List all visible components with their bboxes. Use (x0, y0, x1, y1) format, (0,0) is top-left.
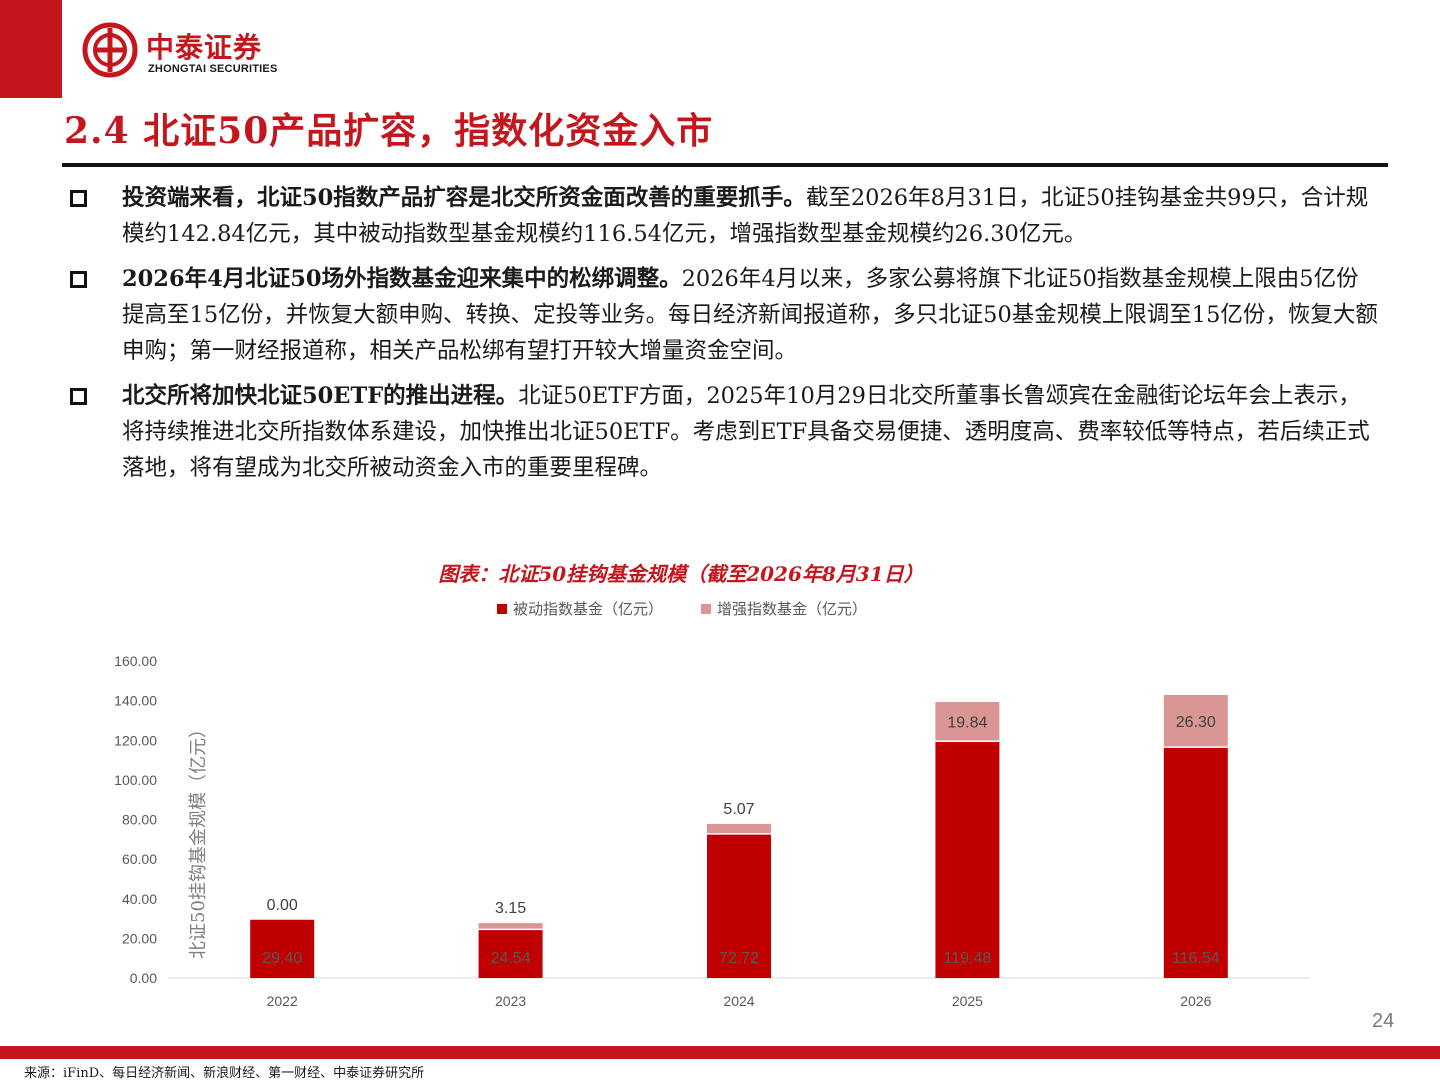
bar-passive (707, 833, 771, 978)
bullet-body: 2026年4月以来，多家公募将旗下北证50指数基金规模上限由5亿份提高至15亿份… (122, 266, 1378, 364)
bar-passive (935, 741, 1000, 978)
bar-enhanced (707, 823, 771, 834)
title-divider (62, 163, 1388, 167)
data-label-enhanced: 26.30 (1176, 714, 1216, 731)
corner-accent-bar (0, 0, 62, 98)
data-label-passive: 72.72 (719, 950, 759, 967)
legend-swatch (497, 604, 507, 614)
y-axis-title: 北证50挂钩基金规模（亿元） (188, 720, 209, 959)
y-tick-label: 40.00 (122, 891, 157, 907)
data-label-enhanced: 19.84 (947, 715, 987, 732)
page-title: 2.4 北证50产品扩容，指数化资金入市 (64, 110, 714, 152)
x-tick-label: 2022 (267, 993, 298, 1009)
bar-passive (478, 929, 543, 978)
bullet-body: 北证50ETF方面，2025年10月29日北交所董事长鲁颂宾在金融街论坛年会上表… (122, 383, 1370, 481)
source-note: 来源：iFinD、每日经济新闻、新浪财经、第一财经、中泰证券研究所 (24, 1066, 425, 1080)
data-label-passive: 116.54 (1172, 950, 1220, 967)
y-tick-label: 80.00 (122, 812, 157, 828)
bar-passive (250, 919, 315, 978)
x-tick-label: 2026 (1180, 993, 1211, 1009)
x-tick-label: 2023 (495, 993, 526, 1009)
bullet-item: 2026年4月北证50场外指数基金迎来集中的松绑调整。2026年4月以来，多家公… (68, 261, 1378, 369)
legend-label: 增强指数基金（亿元） (717, 600, 867, 618)
data-label-enhanced: 0.00 (267, 897, 298, 914)
bar-enhanced (478, 923, 543, 930)
x-tick-label: 2025 (952, 993, 983, 1009)
brand-name-cn: 中泰证券 (146, 31, 263, 64)
bar-enhanced (1163, 694, 1228, 748)
legend-label: 被动指数基金（亿元） (513, 600, 663, 618)
y-tick-label: 140.00 (114, 693, 157, 709)
y-tick-label: 100.00 (114, 772, 157, 788)
bullet-item: 投资端来看，北证50指数产品扩容是北交所资金面改善的重要抓手。截至2026年8月… (68, 180, 1378, 252)
square-bullet-icon (70, 388, 87, 405)
data-label-passive: 119.48 (944, 950, 992, 967)
bar-passive (1163, 747, 1228, 978)
bullet-lead: 2026年4月北证50场外指数基金迎来集中的松绑调整。 (122, 266, 682, 292)
legend-swatch (701, 604, 711, 614)
stacked-bar-chart: 被动指数基金（亿元） 增强指数基金（亿元） 0.00 20.00 40.00 60.00 8… (114, 600, 1310, 1009)
data-label-passive: 24.54 (491, 950, 531, 967)
square-bullet-icon (70, 190, 87, 207)
brand-logo: 中泰证券 ZHONGTAI SECURITIES (82, 22, 302, 84)
bullet-lead: 北交所将加快北证50ETF的推出进程。 (122, 383, 519, 409)
zhongtai-logo-icon (82, 22, 138, 78)
data-label-passive: 29.40 (262, 950, 302, 967)
footer-accent-bar (0, 1046, 1440, 1059)
bullet-item: 北交所将加快北证50ETF的推出进程。北证50ETF方面，2025年10月29日… (68, 378, 1378, 486)
brand-name-en: ZHONGTAI SECURITIES (148, 63, 278, 75)
y-tick-label: 20.00 (122, 930, 157, 946)
x-tick-label: 2024 (723, 993, 754, 1009)
bullet-body: 截至2026年8月31日，北证50挂钩基金共99只，合计规模约142.84亿元，… (122, 185, 1369, 247)
y-tick-label: 120.00 (114, 732, 157, 748)
square-bullet-icon (70, 271, 87, 288)
data-label-enhanced: 3.15 (495, 900, 526, 917)
y-tick-label: 0.00 (130, 970, 157, 986)
y-tick-label: 60.00 (122, 851, 157, 867)
chart-title: 图表：北证50挂钩基金规模（截至2026年8月31日） (438, 562, 924, 586)
bullet-list: 投资端来看，北证50指数产品扩容是北交所资金面改善的重要抓手。截至2026年8月… (68, 180, 1378, 495)
y-tick-label: 160.00 (114, 653, 157, 669)
data-label-enhanced: 5.07 (723, 801, 754, 818)
bar-enhanced (935, 701, 1000, 742)
bullet-lead: 投资端来看，北证50指数产品扩容是北交所资金面改善的重要抓手。 (122, 185, 806, 211)
page-number: 24 (1372, 1010, 1395, 1032)
